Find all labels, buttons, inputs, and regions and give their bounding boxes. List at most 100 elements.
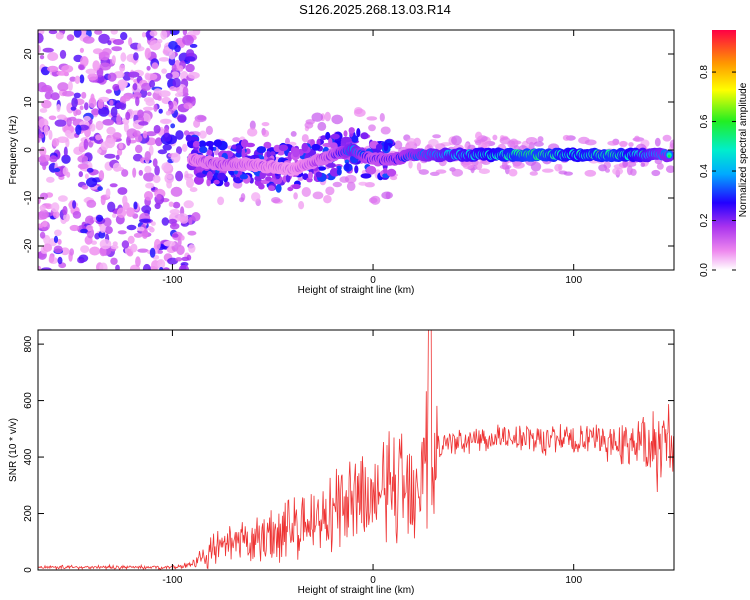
noise-speckle [162, 267, 170, 270]
noise-speckle [112, 162, 122, 172]
x-tick-label: 100 [565, 575, 582, 586]
noise-speckle [73, 30, 82, 38]
noise-speckle [168, 218, 178, 225]
noise-speckle [161, 217, 169, 226]
noise-speckle [91, 240, 97, 245]
x-tick-label: 0 [370, 275, 376, 286]
noise-speckle [168, 101, 174, 110]
noise-speckle [141, 205, 152, 214]
noise-speckle [48, 255, 55, 263]
noise-speckle [170, 123, 176, 129]
activity-blob [275, 184, 282, 193]
halo-speckle [379, 113, 385, 122]
halo-speckle [512, 161, 525, 169]
activity-blob [343, 130, 348, 137]
noise-speckle [137, 109, 144, 119]
noise-speckle [175, 170, 184, 182]
noise-speckle [53, 245, 63, 254]
halo-speckle [451, 135, 462, 146]
noise-speckle [176, 146, 182, 155]
noise-speckle [79, 74, 85, 84]
noise-speckle [57, 82, 69, 92]
noise-speckle [149, 30, 158, 37]
noise-speckle [38, 223, 44, 229]
noise-speckle [98, 33, 110, 44]
noise-speckle [162, 49, 169, 55]
snr-xlabel: Height of straight line (km) [298, 585, 415, 596]
noise-speckle [79, 47, 84, 53]
halo-speckle [205, 125, 213, 135]
halo-speckle [325, 186, 335, 196]
noise-speckle [89, 246, 101, 256]
activity-blob [235, 177, 241, 183]
noise-speckle [94, 30, 103, 35]
noise-speckle [95, 134, 102, 141]
noise-speckle [141, 82, 152, 91]
noise-speckle [38, 196, 41, 205]
activity-blob [189, 136, 199, 141]
noise-speckle [112, 132, 122, 140]
noise-speckle [178, 264, 190, 270]
noise-speckle [183, 102, 193, 110]
noise-speckle [133, 201, 138, 210]
noise-speckle [168, 51, 176, 60]
noise-speckle [38, 265, 42, 270]
noise-speckle [78, 171, 84, 178]
noise-speckle [112, 83, 120, 91]
noise-speckle [144, 191, 153, 201]
noise-speckle [105, 188, 111, 198]
noise-speckle [69, 76, 77, 82]
halo-speckle [622, 160, 628, 168]
noise-speckle [87, 73, 98, 81]
noise-speckle [86, 199, 97, 208]
noise-speckle [54, 229, 62, 237]
noise-speckle [172, 77, 181, 88]
halo-speckle [311, 112, 324, 122]
noise-speckle [53, 235, 59, 243]
noise-speckle [109, 183, 118, 188]
noise-speckle [165, 72, 173, 80]
noise-speckle [84, 173, 89, 180]
noise-speckle [146, 65, 151, 71]
noise-speckle [67, 80, 73, 92]
noise-speckle [119, 64, 126, 72]
halo-speckle [562, 134, 571, 141]
noise-speckle [110, 106, 118, 118]
noise-speckle [182, 95, 193, 105]
spectrogram-ylabel: Frequency (Hz) [8, 116, 19, 185]
noise-speckle [85, 68, 97, 75]
noise-speckle [110, 244, 119, 250]
halo-speckle [418, 169, 429, 175]
noise-speckle [38, 44, 41, 54]
noise-speckle [186, 49, 195, 58]
activity-blob [224, 181, 230, 187]
noise-speckle [111, 55, 116, 65]
snr-line [38, 330, 674, 570]
noise-speckle [104, 153, 116, 159]
noise-speckle [187, 230, 197, 236]
noise-speckle [154, 165, 160, 176]
noise-speckle [161, 119, 171, 124]
noise-speckle [42, 163, 47, 171]
activity-blob [386, 168, 397, 177]
noise-speckle [99, 62, 111, 71]
noise-speckle [39, 146, 47, 157]
noise-speckle [158, 108, 163, 114]
noise-speckle [162, 132, 172, 142]
noise-speckle [122, 195, 128, 206]
noise-speckle [144, 165, 152, 174]
halo-speckle [370, 195, 381, 205]
activity-blob [341, 136, 352, 143]
halo-speckle [492, 134, 498, 141]
halo-speckle [304, 121, 314, 129]
noise-speckle [43, 234, 51, 245]
halo-speckle [381, 191, 393, 200]
halo-speckle [290, 131, 297, 137]
noise-speckle [180, 235, 185, 241]
activity-blob [256, 146, 266, 154]
noise-speckle [165, 110, 171, 116]
halo-speckle [199, 130, 207, 139]
activity-blob [287, 151, 293, 162]
